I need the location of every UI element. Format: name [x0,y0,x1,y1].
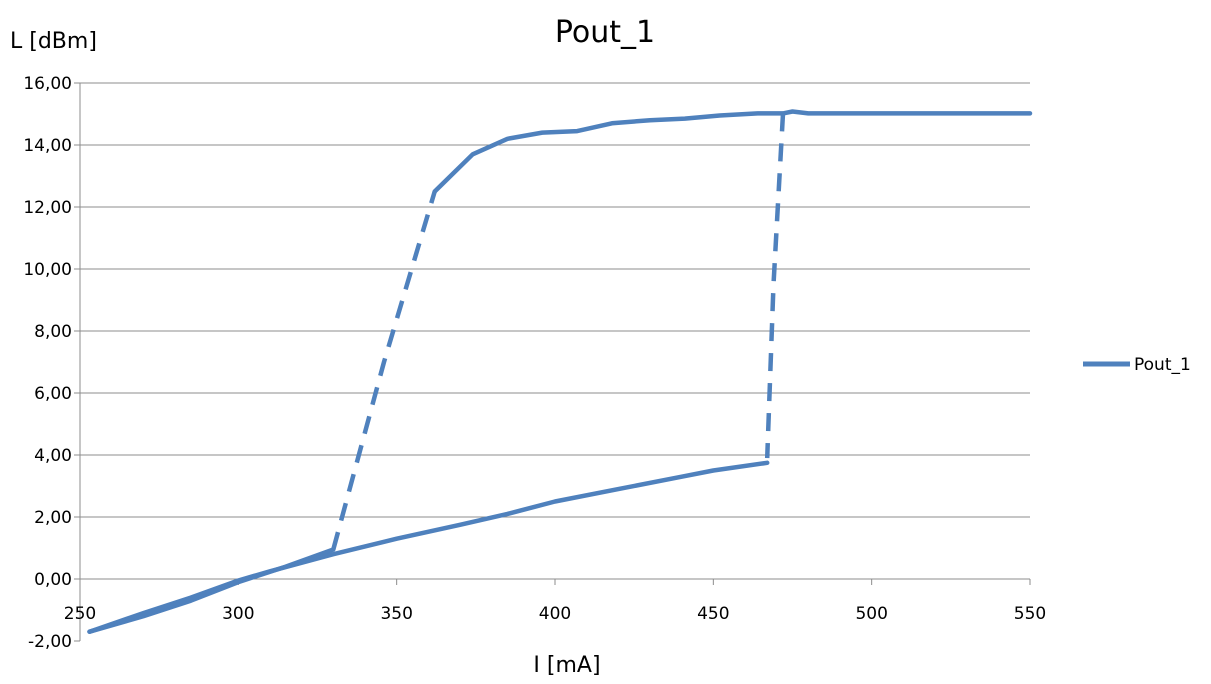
gridlines [80,82,1030,580]
y-tick-label: 4,00 [34,446,72,466]
x-tick-label: 550 [1014,604,1046,624]
y-axis-title: L [dBm] [10,29,97,54]
y-tick-labels: -2,00 0,00 2,00 4,00 6,00 8,00 10,00 12,00 14,00… [23,74,72,652]
x-tick-label: 350 [380,604,412,624]
series-line-dashed [764,113,786,459]
x-axis-title: I [mA] [533,653,600,678]
x-tick-label: 250 [64,604,96,624]
y-tick-label: 10,00 [23,260,72,280]
y-tick-label: 2,00 [34,508,72,528]
legend: Pout_1 [1083,355,1191,375]
x-tick-label: 450 [697,604,729,624]
y-tick-label: 8,00 [34,322,72,342]
y-tick-label: 14,00 [23,136,72,156]
x-tick-labels: 250 300 350 400 450 500 550 [64,604,1046,624]
y-tick-label: 0,00 [34,570,72,590]
x-tick-label: 400 [539,604,571,624]
x-tick-label: 300 [222,604,254,624]
series-line-solid [87,460,770,634]
legend-label: Pout_1 [1134,355,1191,375]
series-line-solid [432,109,1033,194]
x-tick-label: 500 [855,604,887,624]
y-tick-label: -2,00 [28,632,72,652]
series-line-dashed [331,190,437,551]
chart-title: Pout_1 [555,15,655,50]
y-tick-label: 16,00 [23,74,72,94]
y-tick-label: 6,00 [34,384,72,404]
series-layer [87,109,1033,634]
y-tick-label: 12,00 [23,198,72,218]
